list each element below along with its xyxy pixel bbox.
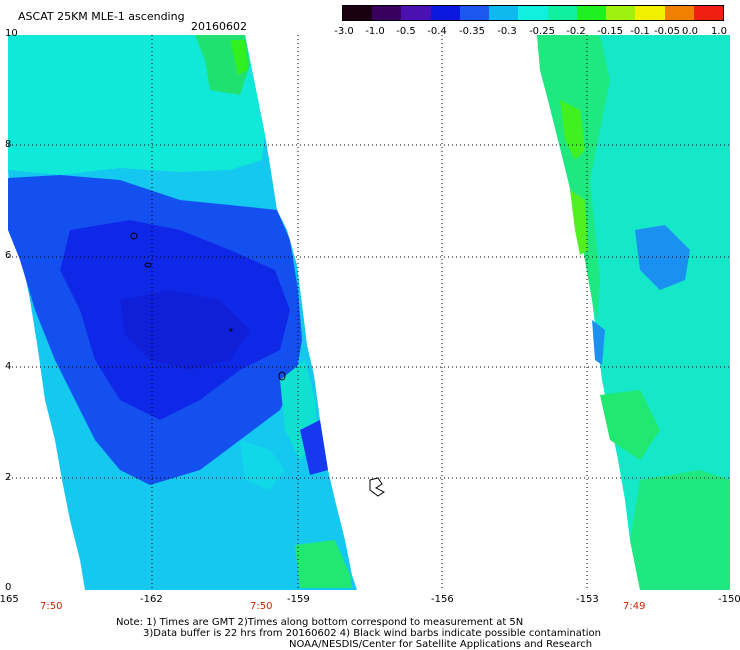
time-label: 7:50 <box>40 601 63 612</box>
y-axis-label: 10 <box>5 28 18 39</box>
y-axis-label: 8 <box>5 139 12 150</box>
y-axis-label: 4 <box>5 361 12 372</box>
time-label: 7:49 <box>623 601 646 612</box>
colorbar-seg <box>547 6 577 20</box>
grid-lines <box>8 35 730 590</box>
colorbar-seg <box>664 6 694 20</box>
x-axis-label: -165 <box>0 594 19 605</box>
y-axis-label: 2 <box>5 472 12 483</box>
colorbar-seg <box>518 6 548 20</box>
right-swath <box>537 35 730 590</box>
colorbar-seg <box>606 6 636 20</box>
colorbar <box>342 5 724 21</box>
x-axis-label: -159 <box>287 594 310 605</box>
y-axis-label: 6 <box>5 250 12 261</box>
note-line-3: NOAA/NESDIS/Center for Satellite Applica… <box>289 639 593 650</box>
colorbar-seg <box>576 6 607 20</box>
colorbar-seg <box>635 6 665 20</box>
colorbar-label: -0.05 <box>654 26 680 37</box>
island-outlines <box>130 232 385 497</box>
colorbar-label: -0.25 <box>529 26 555 37</box>
colorbar-seg <box>459 6 490 20</box>
colorbar-label: -0.35 <box>459 26 485 37</box>
x-axis-label: -162 <box>140 594 163 605</box>
colorbar-label: -0.3 <box>497 26 517 37</box>
colorbar-labels: -3.0 -1.0 -0.5 -0.4 -0.35 -0.3 -0.25 -0.… <box>330 26 740 38</box>
colorbar-seg <box>693 6 724 20</box>
note-line-1: Note: 1) Times are GMT 2)Times along bot… <box>116 617 524 628</box>
map-title: ASCAT 25KM MLE-1 ascending <box>18 10 185 23</box>
colorbar-seg <box>489 6 519 20</box>
time-label: 7:50 <box>250 601 273 612</box>
map-date: 20160602 <box>191 20 247 33</box>
x-axis-label: -153 <box>576 594 599 605</box>
note-line-2: 3)Data buffer is 22 hrs from 20160602 4)… <box>143 628 601 639</box>
colorbar-seg <box>372 6 402 20</box>
colorbar-label: -1.0 <box>365 26 385 37</box>
x-axis-label: -156 <box>431 594 454 605</box>
colorbar-label: -0.1 <box>630 26 650 37</box>
colorbar-seg <box>430 6 460 20</box>
left-swath <box>8 35 357 590</box>
colorbar-label: 0.0 <box>682 26 698 37</box>
colorbar-label: 1.0 <box>711 26 727 37</box>
x-axis-label: -150 <box>718 594 740 605</box>
colorbar-label: -0.4 <box>427 26 447 37</box>
colorbar-seg <box>401 6 431 20</box>
colorbar-seg <box>343 6 373 20</box>
y-axis-label: 0 <box>5 582 12 593</box>
colorbar-label: -0.2 <box>566 26 586 37</box>
colorbar-label: -3.0 <box>334 26 354 37</box>
colorbar-label: -0.15 <box>597 26 623 37</box>
colorbar-label: -0.5 <box>396 26 416 37</box>
